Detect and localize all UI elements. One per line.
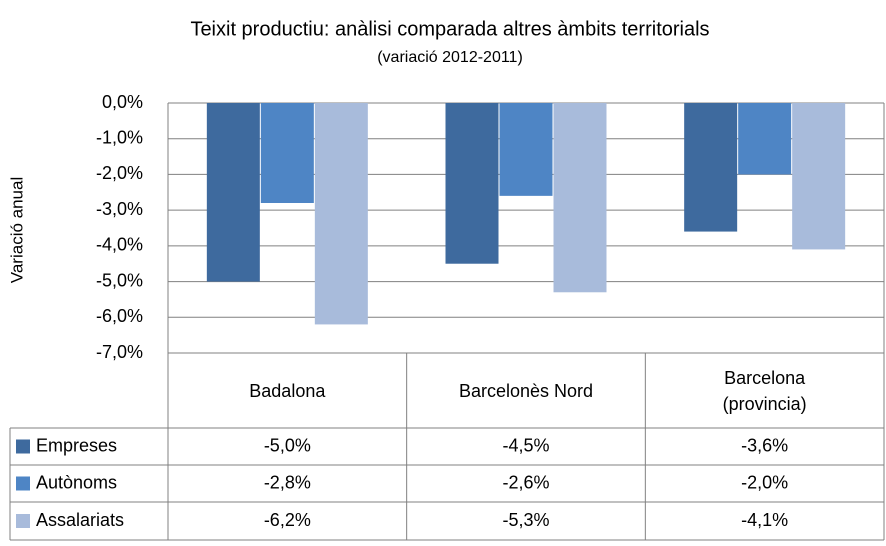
bar: [738, 103, 792, 175]
chart-title: Teixit productiu: anàlisi comparada altr…: [190, 18, 709, 40]
category-cell: Badalona: [168, 353, 407, 428]
bar: [499, 103, 553, 196]
y-tick-label: -6,0%: [96, 306, 143, 326]
value-label: -2,8%: [264, 472, 311, 492]
bar: [260, 103, 314, 203]
x-tick-label: Badalona: [168, 353, 407, 428]
bar: [445, 103, 499, 264]
chart-subtitle: (variació 2012-2011): [377, 49, 523, 66]
category-label: Barcelonès Nord: [458, 380, 594, 401]
value-label: -4,5%: [502, 435, 549, 455]
bar: [684, 103, 738, 232]
y-tick-label: -2,0%: [96, 163, 143, 183]
y-tick-label: -7,0%: [96, 342, 143, 362]
legend-swatch: [16, 514, 30, 528]
y-tick-label: 0,0%: [102, 92, 143, 112]
bar: [206, 103, 260, 282]
value-label: -2,6%: [502, 472, 549, 492]
bar: [314, 103, 368, 325]
legend-label: Autònoms: [36, 472, 117, 492]
legend-swatch: [16, 476, 30, 491]
y-tick-label: -5,0%: [96, 270, 143, 290]
value-label: -2,0%: [741, 472, 788, 492]
y-tick-label: -4,0%: [96, 235, 143, 255]
x-tick-label: Barcelona (provincia): [645, 353, 884, 428]
y-axis-label: Variació anual: [7, 177, 26, 283]
x-tick-label: Barcelonès Nord: [407, 353, 646, 428]
category-label: Badalona: [249, 380, 326, 401]
value-label: -4,1%: [741, 510, 788, 530]
bar: [792, 103, 846, 250]
category-label: Barcelona (provincia): [722, 367, 807, 414]
legend-label: Empreses: [36, 435, 117, 455]
value-label: -5,3%: [502, 510, 549, 530]
value-label: -5,0%: [264, 435, 311, 455]
value-label: -3,6%: [741, 435, 788, 455]
category-cell: Barcelonès Nord: [407, 353, 646, 428]
legend-label: Assalariats: [36, 510, 124, 530]
y-tick-label: -1,0%: [96, 127, 143, 147]
legend-swatch: [16, 439, 30, 454]
bar: [553, 103, 607, 293]
category-cell: Barcelona (provincia): [645, 353, 884, 428]
value-label: -6,2%: [264, 510, 311, 530]
y-tick-label: -3,0%: [96, 199, 143, 219]
